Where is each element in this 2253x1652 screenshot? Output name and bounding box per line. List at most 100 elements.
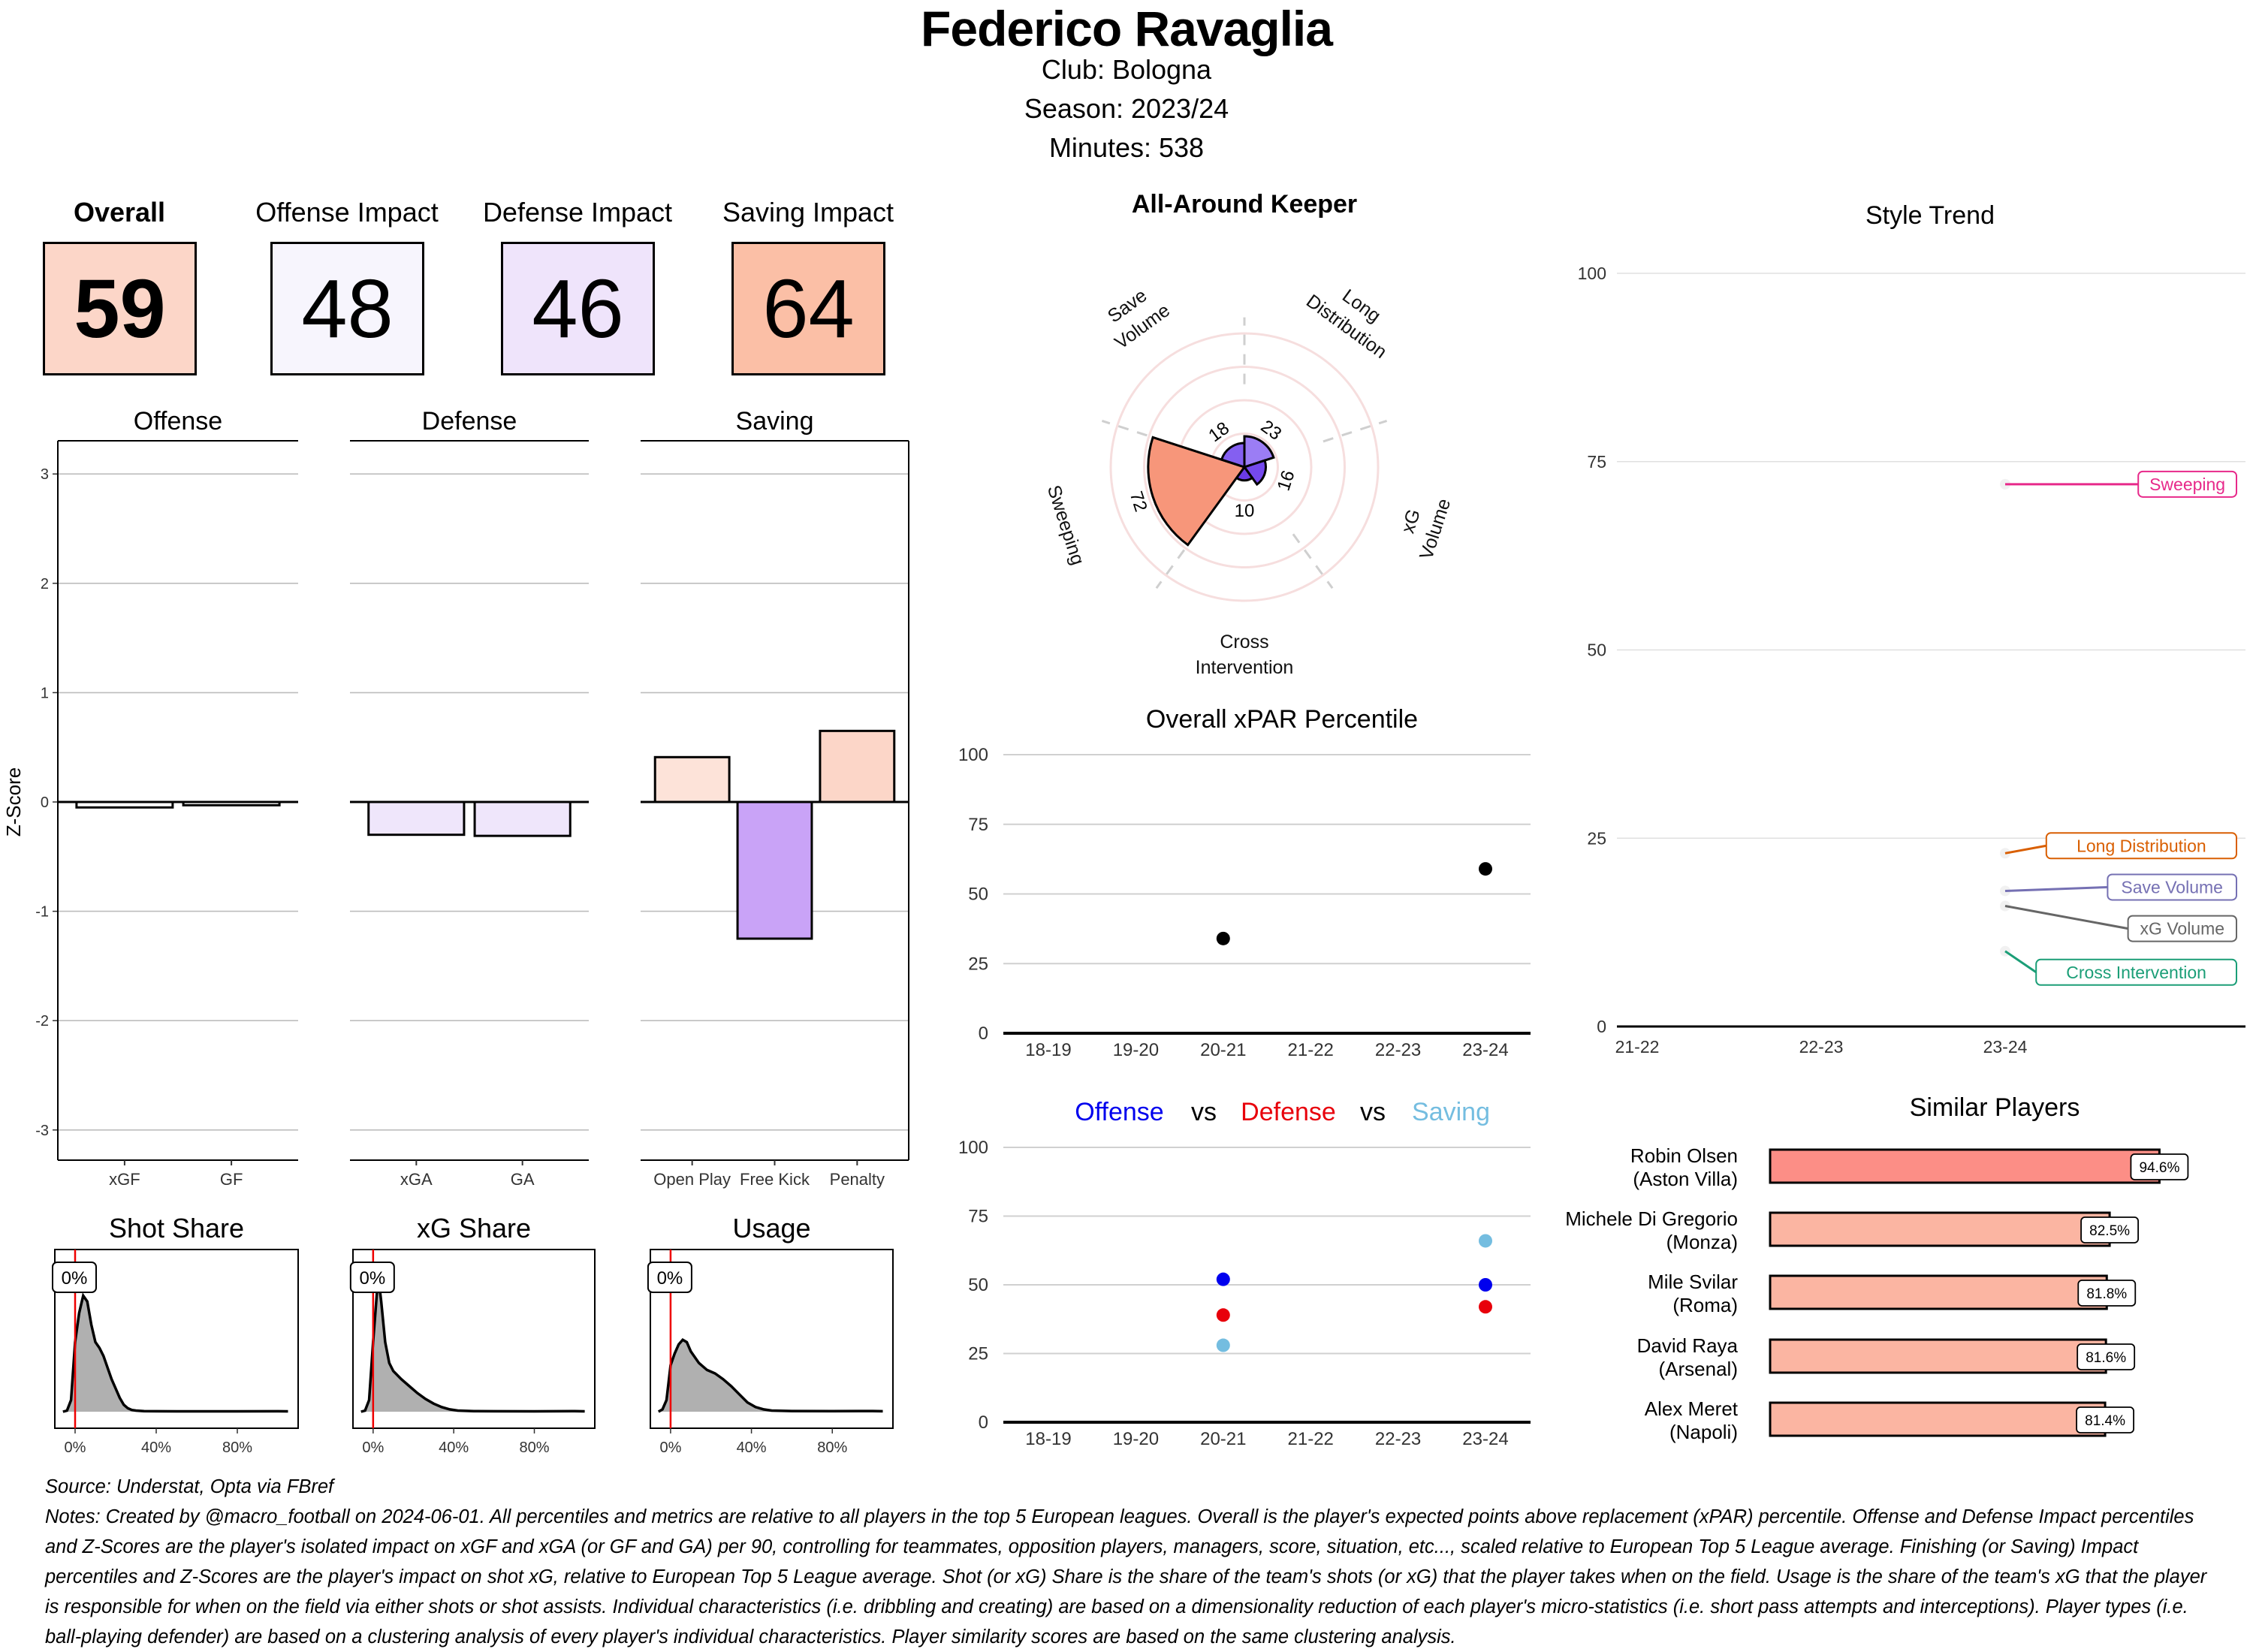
- y-tick-label: 100: [1578, 264, 1606, 283]
- radar-sector-sweeping: [1147, 436, 1247, 547]
- bar-open-play: [653, 755, 731, 803]
- player-value-badge: [349, 1262, 395, 1293]
- radar-title: All-Around Keeper: [1132, 190, 1357, 219]
- point-defense: [1479, 1300, 1492, 1314]
- scorecard-value: 59: [43, 242, 197, 375]
- density-area: [658, 1340, 883, 1412]
- radar-sector-xg-volume: [1242, 459, 1267, 487]
- player-value-badge: [52, 1262, 97, 1293]
- point-saving: [1216, 1338, 1230, 1352]
- player-value-badge: [647, 1262, 692, 1293]
- trend-label-long-distribution: Long Distribution: [2077, 836, 2206, 855]
- point-overall: [1479, 862, 1492, 876]
- y-tick-label: -2: [35, 1013, 49, 1029]
- x-tick-label: 22-23: [1375, 1429, 1421, 1449]
- similar-player-name: Mile Svilar: [1648, 1271, 1738, 1293]
- similarity-bar: [1769, 1274, 2108, 1310]
- player-name: Federico Ravaglia: [921, 1, 1333, 56]
- bar-xgf: [75, 800, 174, 809]
- trend-leader-line: [2004, 844, 2047, 855]
- x-tick-label: 80%: [817, 1439, 847, 1456]
- point-saving: [1479, 1234, 1492, 1248]
- point-defense: [1216, 1308, 1230, 1322]
- density-frame: [650, 1249, 894, 1429]
- similarity-value: 81.8%: [2086, 1286, 2127, 1302]
- radar-value-label: 10: [1235, 501, 1255, 521]
- minutes-label: Minutes: 538: [1048, 132, 1205, 163]
- similarity-value: 82.5%: [2089, 1223, 2130, 1239]
- similarity-badge: [2080, 1216, 2140, 1244]
- club-label: Club: Bologna: [1041, 54, 1212, 85]
- scorecard-value: 64: [731, 242, 885, 375]
- density-curve: [62, 1292, 288, 1413]
- title-part: Offense: [1075, 1098, 1163, 1126]
- radar-category-line: Cross: [1220, 632, 1268, 653]
- point-offense: [1479, 1278, 1492, 1292]
- density-panel-usage: Usage 0% 0% 40% 80%: [647, 1213, 894, 1456]
- x-tick-label: 21-22: [1615, 1037, 1660, 1057]
- trend-leader-line: [2004, 950, 2037, 974]
- radar-category-line: Intervention: [1196, 657, 1294, 678]
- y-tick-label: 25: [968, 954, 988, 974]
- similarity-value: 94.6%: [2139, 1160, 2179, 1176]
- trend-leader-line: [2004, 885, 2108, 892]
- similarity-value: 81.6%: [2086, 1350, 2126, 1366]
- scorecard-label: Overall: [73, 197, 166, 228]
- radar-value-label: 18: [1205, 418, 1232, 447]
- similar-player-club: (Aston Villa): [1633, 1168, 1738, 1190]
- chart-title: Similar Players: [1910, 1093, 2080, 1122]
- trend-label-save-volume: Save Volume: [2121, 877, 2223, 897]
- radar-sector-long-distribution: [1243, 435, 1275, 469]
- panel-title: Offense: [134, 407, 222, 436]
- radar-category-label: LongDistribution: [1302, 270, 1406, 363]
- scorecard-value: 48: [270, 242, 424, 375]
- source-text: Source: Understat, Opta via FBref: [45, 1476, 334, 1497]
- density-area: [62, 1295, 288, 1412]
- radar-sector-save-volume: [1220, 442, 1246, 469]
- similar-player-name: David Raya: [1637, 1334, 1739, 1357]
- bar-xga: [367, 800, 466, 837]
- radar-chart: All-Around Keeper23LongDistribution16xGV…: [1043, 190, 1455, 678]
- x-tick-label: 40%: [141, 1439, 171, 1456]
- x-tick-label: 22-23: [1375, 1040, 1421, 1060]
- y-tick-label: 100: [958, 1138, 988, 1158]
- trend-label-xg-volume: xG Volume: [2140, 919, 2225, 939]
- title-part: Defense: [1241, 1098, 1336, 1126]
- similar-player-name: Alex Meret: [1645, 1397, 1739, 1420]
- trend-label-sweeping: Sweeping: [2149, 475, 2225, 494]
- y-tick-label: -3: [35, 1123, 49, 1139]
- x-tick-label: 80%: [519, 1439, 549, 1456]
- x-tick-label: 21-22: [1288, 1040, 1334, 1060]
- similarity-badge: [2130, 1153, 2189, 1180]
- y-tick-label: 0: [41, 794, 49, 811]
- point-overall: [1216, 931, 1230, 945]
- y-tick-label: 1: [41, 685, 49, 701]
- bar-gf: [182, 800, 281, 806]
- similar-player-club: (Monza): [1666, 1231, 1738, 1253]
- x-tick-label: 19-20: [1113, 1429, 1159, 1449]
- player-value-label: 0%: [359, 1268, 385, 1289]
- x-tick-label: 80%: [222, 1439, 252, 1456]
- panel-title: Shot Share: [109, 1213, 244, 1244]
- bar-penalty: [819, 729, 896, 803]
- x-tick-label: 18-19: [1025, 1040, 1071, 1060]
- player-value-label: 0%: [62, 1268, 88, 1289]
- similarity-bar: [1769, 1211, 2111, 1247]
- x-tick-label: 0%: [362, 1439, 384, 1456]
- x-tick-label: 21-22: [1288, 1429, 1334, 1449]
- x-tick-label: 40%: [439, 1439, 469, 1456]
- radar-spoke: [1292, 533, 1334, 589]
- similar-player-club: (Napoli): [1669, 1421, 1738, 1443]
- density-frame: [54, 1249, 299, 1429]
- footer-notes: Source: Understat, Opta via FBref Notes:…: [45, 1472, 2223, 1652]
- y-tick-label: 100: [958, 745, 988, 765]
- x-tick-label: 20-21: [1200, 1429, 1246, 1449]
- title-part: vs: [1191, 1098, 1217, 1126]
- similarity-value: 81.4%: [2085, 1413, 2125, 1429]
- x-tick-label: 19-20: [1113, 1040, 1159, 1060]
- radar-spoke: [1323, 419, 1388, 443]
- similar-player-club: (Roma): [1672, 1294, 1738, 1316]
- radar-ring: [1109, 332, 1380, 602]
- similar-players-chart: Similar Players Robin Olsen(Aston Villa) 9…: [1565, 1093, 2189, 1443]
